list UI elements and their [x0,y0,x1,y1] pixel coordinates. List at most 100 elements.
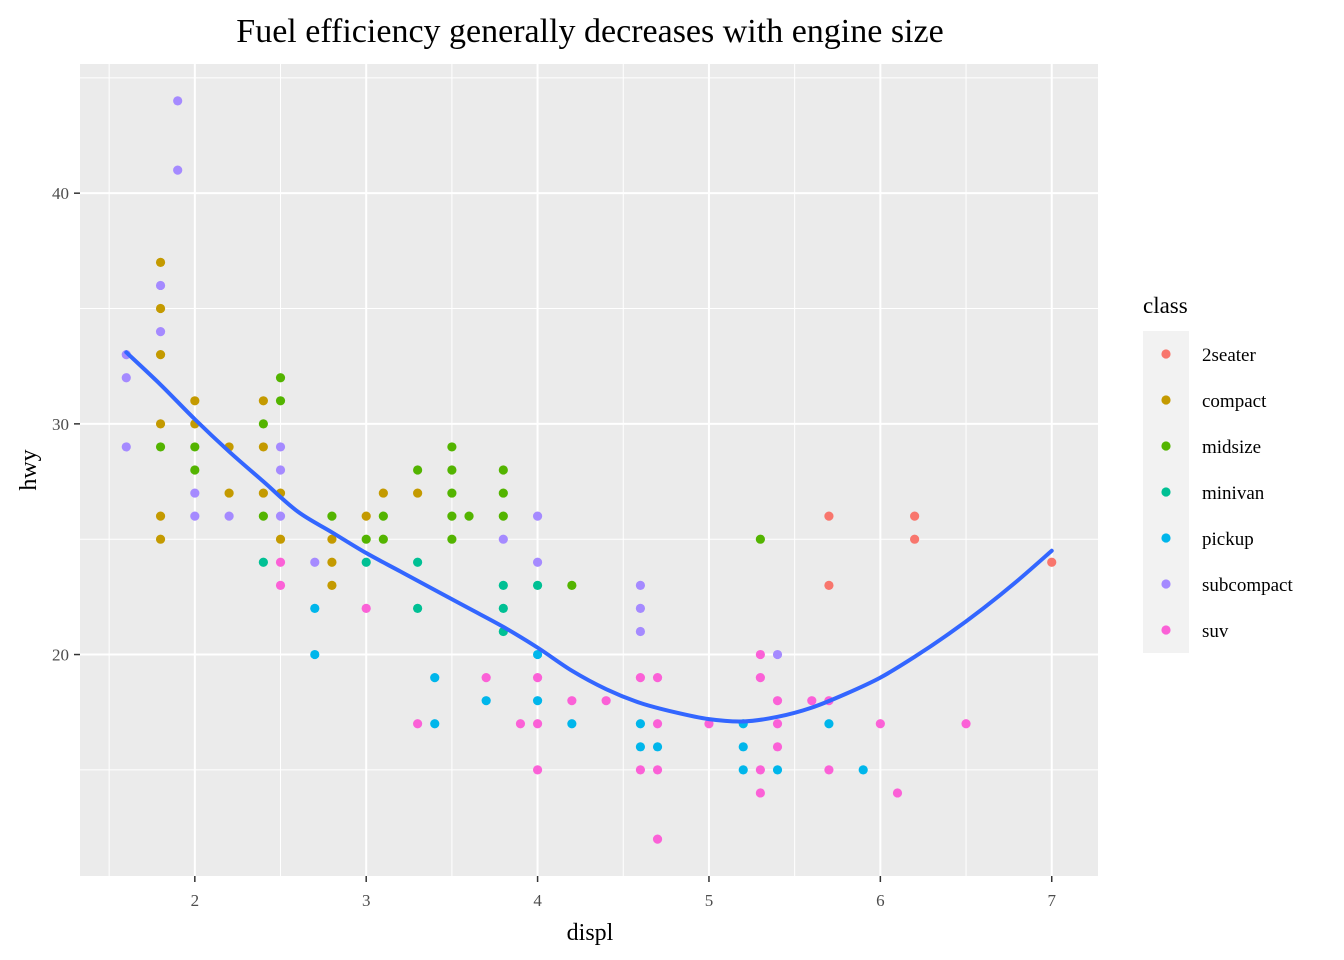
point-midsize [447,488,457,498]
point-midsize [498,465,508,475]
point-subcompact [121,442,131,452]
point-suv [652,673,663,683]
legend-key-minivan [1161,487,1171,497]
y-axis: 20 30 40 [52,184,80,665]
point-suv [652,834,663,844]
point-2seater [910,511,920,521]
chart-title: Fuel efficiency generally decreases with… [236,13,943,50]
y-tick-label: 30 [52,415,69,434]
point-compact [413,488,423,498]
point-compact [155,511,166,521]
point-2seater [824,511,834,521]
plot-panel [80,64,1098,876]
point-suv [875,719,885,729]
point-midsize [275,373,286,383]
point-subcompact [155,326,166,337]
point-pickup [824,719,834,729]
point-pickup [738,765,748,775]
point-midsize [567,580,577,590]
point-midsize [258,511,268,521]
x-axis-title: displ [567,920,614,946]
point-midsize [190,465,200,475]
point-suv [532,673,543,683]
point-compact [224,488,234,498]
point-minivan [413,557,423,567]
point-subcompact [190,511,200,521]
point-pickup [858,765,868,775]
point-midsize [155,442,166,452]
x-tick-label: 4 [533,891,542,910]
grid-minor [80,64,1098,876]
point-pickup [772,765,783,775]
point-pickup [635,742,646,752]
y-tick-label: 40 [52,184,69,203]
point-compact [155,534,166,544]
point-suv [532,719,543,729]
point-compact [327,580,337,590]
point-suv [532,765,543,775]
point-suv [772,742,783,752]
point-minivan [498,603,508,614]
point-subcompact [224,511,234,521]
point-pickup [481,696,491,706]
legend-label-subcompact: subcompact [1202,575,1293,596]
point-subcompact [635,603,646,614]
legend: class 2seater compact midsize minivan pickup… [1143,293,1293,653]
point-pickup [310,649,320,660]
legend-label-minivan: minivan [1202,483,1265,504]
x-tick-label: 3 [362,891,371,910]
point-minivan [361,557,371,567]
x-axis: 2 3 4 5 6 7 [191,876,1056,910]
legend-key-suv [1161,625,1171,635]
point-subcompact [275,511,286,521]
point-midsize [275,396,286,406]
legend-label-midsize: midsize [1202,437,1261,458]
point-midsize [755,534,765,544]
y-axis-title: hwy [16,449,42,490]
point-suv [275,557,286,567]
x-tick-label: 6 [876,891,885,910]
point-suv [635,673,646,683]
point-subcompact [275,442,286,452]
point-midsize [447,442,457,452]
point-subcompact [635,626,646,637]
y-tick-label: 20 [52,646,69,665]
point-compact [327,557,337,567]
point-suv [413,719,423,729]
point-subcompact [121,373,131,383]
point-midsize [378,534,388,544]
point-pickup [532,696,543,706]
point-pickup [430,673,440,683]
point-suv [652,765,663,775]
point-pickup [652,742,663,752]
point-suv [515,719,526,729]
point-compact [361,511,371,521]
point-subcompact [190,488,200,498]
point-suv [755,649,765,660]
x-tick-label: 7 [1047,891,1056,910]
point-midsize [464,511,474,521]
point-midsize [447,465,457,475]
point-pickup [738,742,748,752]
point-compact [258,396,268,406]
point-compact [155,350,166,360]
legend-label-suv: suv [1202,621,1229,642]
point-midsize [447,511,457,521]
legend-label-2seater: 2seater [1202,345,1256,366]
point-suv [961,719,971,729]
point-compact [155,419,166,429]
point-pickup [532,649,543,660]
point-2seater [1047,557,1057,567]
point-subcompact [173,165,183,175]
point-pickup [310,603,320,614]
point-suv [567,696,577,706]
point-suv [772,719,783,729]
point-suv [772,696,783,706]
point-suv [652,719,663,729]
point-midsize [361,534,371,544]
point-subcompact [155,280,166,291]
point-compact [155,257,166,267]
legend-key-compact [1161,395,1171,405]
point-subcompact [310,557,320,567]
